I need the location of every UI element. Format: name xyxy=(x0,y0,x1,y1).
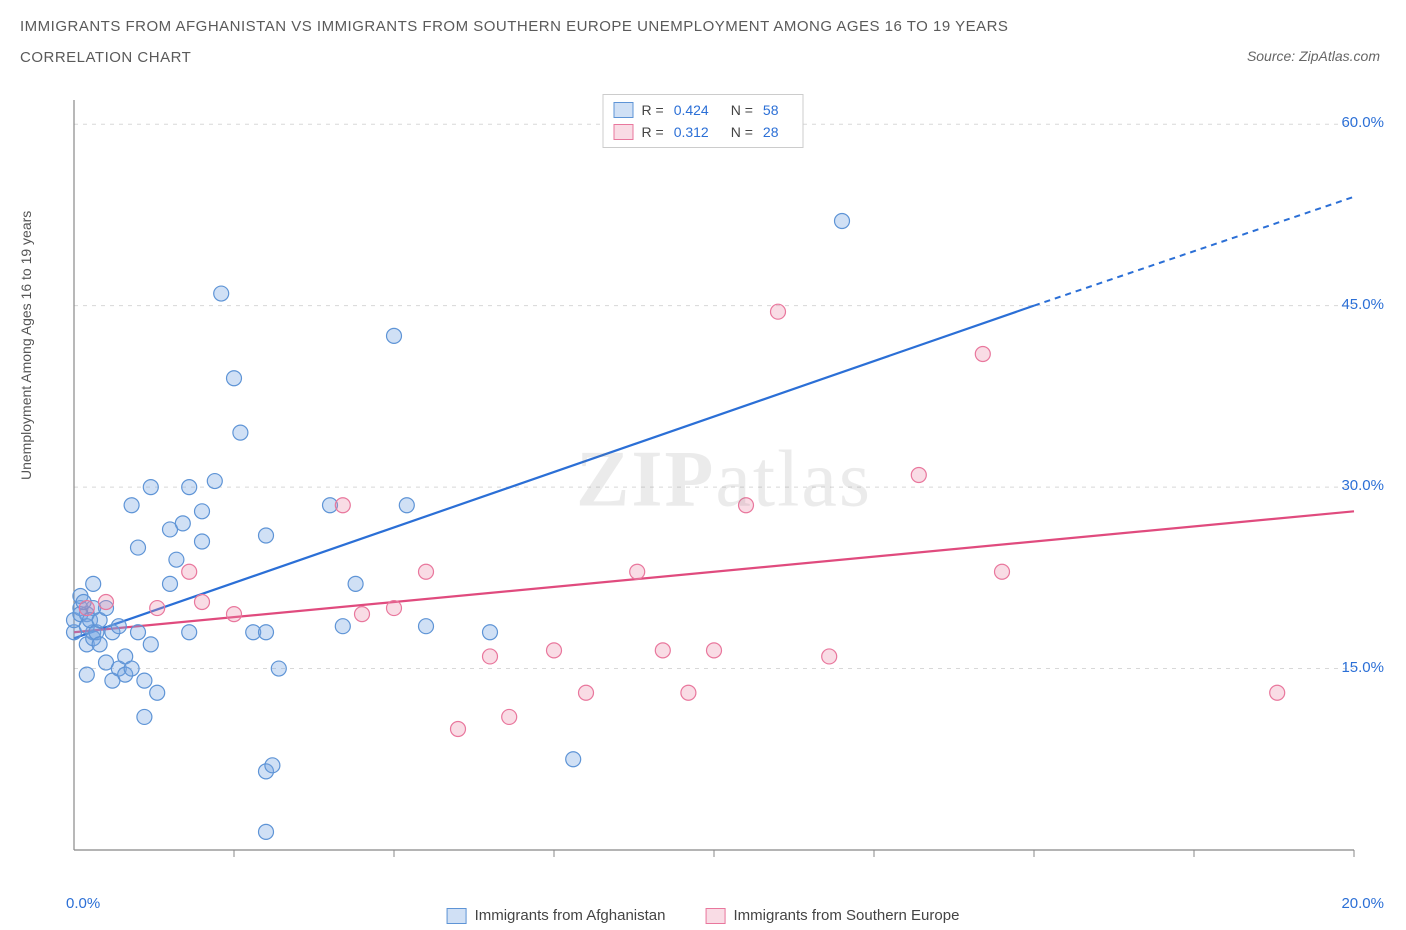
y-tick-label: 30.0% xyxy=(1324,477,1384,494)
source-attribution: Source: ZipAtlas.com xyxy=(1247,48,1380,64)
n-label: N = xyxy=(731,121,753,143)
y-tick-label: 45.0% xyxy=(1324,296,1384,313)
r-value-south-europe: 0.312 xyxy=(674,121,709,143)
r-label: R = xyxy=(642,121,664,143)
series-legend: Immigrants from Afghanistan Immigrants f… xyxy=(447,907,960,924)
stats-row-afghanistan: R = 0.424 N = 58 xyxy=(614,99,793,121)
legend-label-afghanistan: Immigrants from Afghanistan xyxy=(475,907,666,924)
r-label: R = xyxy=(642,99,664,121)
n-value-afghanistan: 58 xyxy=(763,99,779,121)
r-value-afghanistan: 0.424 xyxy=(674,99,709,121)
y-axis-label: Unemployment Among Ages 16 to 19 years xyxy=(18,211,34,480)
swatch-afghanistan-icon xyxy=(447,908,467,924)
scatter-chart: ZIPatlas xyxy=(64,90,1384,870)
y-tick-label: 60.0% xyxy=(1324,114,1384,131)
x-start-label: 0.0% xyxy=(66,895,100,912)
legend-label-south-europe: Immigrants from Southern Europe xyxy=(733,907,959,924)
chart-title-2: CORRELATION CHART xyxy=(20,49,1386,66)
n-label: N = xyxy=(731,99,753,121)
stats-row-south-europe: R = 0.312 N = 28 xyxy=(614,121,793,143)
legend-item-afghanistan: Immigrants from Afghanistan xyxy=(447,907,666,924)
legend-item-south-europe: Immigrants from Southern Europe xyxy=(705,907,959,924)
swatch-south-europe xyxy=(614,124,634,140)
swatch-south-europe-icon xyxy=(705,908,725,924)
y-tick-label: 15.0% xyxy=(1324,659,1384,676)
x-end-label: 20.0% xyxy=(1341,895,1384,912)
chart-title-1: IMMIGRANTS FROM AFGHANISTAN VS IMMIGRANT… xyxy=(20,18,1386,35)
stats-legend: R = 0.424 N = 58 R = 0.312 N = 28 xyxy=(603,94,804,148)
swatch-afghanistan xyxy=(614,102,634,118)
n-value-south-europe: 28 xyxy=(763,121,779,143)
